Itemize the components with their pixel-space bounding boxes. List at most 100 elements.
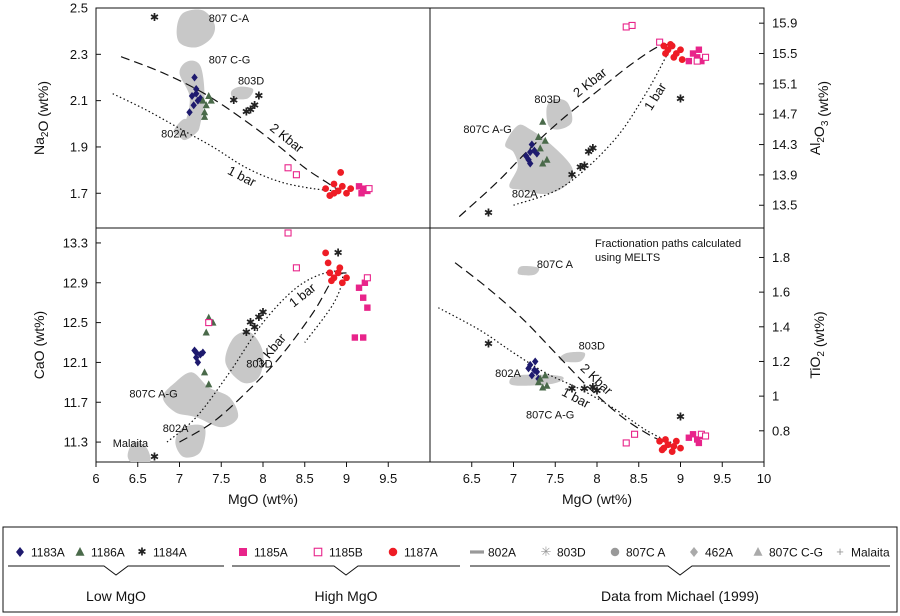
fractionation-path-C-0 (166, 270, 344, 443)
point-C-1186A-4 (205, 380, 213, 388)
point-B-1185A-2 (698, 57, 705, 65)
xtick-label-D-0: 6.5 (463, 471, 481, 486)
xtick-label-C-5: 8.5 (296, 471, 314, 486)
point-C-1187A-1 (326, 269, 334, 277)
point-C-1187A-0 (322, 249, 330, 257)
point-B-1183A-2 (522, 151, 530, 160)
ytick-label-D-4: 1.6 (772, 285, 790, 300)
legend-group-0: 1183A 1186A ✱ 1184A Low MgO (8, 546, 224, 604)
point-C-1186A-3 (200, 368, 209, 376)
xtick-label-D-6: 9.5 (713, 471, 731, 486)
region-label-A-3: 802A (161, 129, 187, 141)
point-C-1185B-0 (284, 229, 292, 237)
point-B-1186A-5 (539, 159, 547, 167)
point-C-1186A-2 (202, 328, 210, 336)
fractionation-path-D-1 (438, 307, 673, 444)
legend-label-807C C-G: 807C C-G (769, 546, 823, 560)
region-C-0 (127, 441, 151, 462)
xtick-label-C-6: 9 (343, 471, 350, 486)
point-C-1187A-6 (324, 259, 332, 267)
ytick-label-C-1: 11.7 (64, 395, 88, 410)
point-B-1186A-3 (536, 144, 544, 152)
point-C-1185B-3 (205, 319, 213, 327)
point-B-1185A-3 (689, 50, 697, 57)
legend: 1183A 1186A ✱ 1184A Low MgO 1185A 1185B 1187A Hi… (2, 526, 898, 613)
panel-content-B: ✱✱✱✱✱✱✱ (458, 21, 710, 219)
point-A-1184A-0: ✱ (150, 12, 159, 24)
point-D-1184A-3: ✱ (592, 385, 601, 397)
point-B-1183A-0 (527, 148, 534, 157)
xtick-label-D-3: 8 (593, 471, 600, 486)
legend-group-label-1: High MgO (314, 588, 377, 604)
note-line-0: Fractionation paths calculated (595, 238, 741, 250)
point-A-1187A-6 (347, 185, 355, 193)
panel-content-D: ✱✱ ✱✱✱✱ (438, 262, 710, 455)
legend-bracket-0 (8, 565, 224, 576)
region-label-D-3: 807C A-G (526, 410, 574, 422)
legend-marker-1185B (313, 547, 323, 557)
point-B-1185A-0 (685, 57, 693, 65)
ylabel-D: TiO2 (wt%) (807, 311, 827, 378)
point-B-1184A-5: ✱ (567, 169, 576, 181)
region-C-3 (225, 331, 264, 384)
xtick-label-C-4: 8 (259, 471, 266, 486)
point-C-1184A-4: ✱ (250, 322, 259, 334)
ytick-label-B-0: 13.5 (772, 198, 797, 213)
point-D-1186A-4 (541, 371, 549, 379)
point-A-1187A-3 (326, 192, 334, 199)
region-label-D-2: 802A (495, 368, 521, 380)
legend-bracket-1 (232, 565, 460, 576)
point-C-1183A-4 (199, 348, 207, 357)
xtick-label-D-2: 7.5 (546, 471, 564, 486)
ytick-label-D-5: 1.8 (772, 250, 790, 265)
legend-label-802A: 802A (488, 546, 516, 560)
point-A-1185A-3 (358, 190, 365, 197)
point-A-1185B-1 (292, 171, 300, 179)
point-B-1184A-4: ✱ (580, 160, 589, 172)
point-B-1185B-4 (693, 57, 701, 65)
path-label-B-1: 1 bar (641, 79, 670, 113)
point-B-1183A-6 (533, 149, 541, 158)
point-A-1185B-2 (365, 185, 373, 193)
region-D-1 (559, 351, 586, 363)
legend-label-Malaita: Malaita (851, 546, 890, 560)
point-C-1187A-7 (336, 264, 344, 272)
fractionation-path-D-0 (454, 262, 669, 444)
point-A-1187A-7 (337, 169, 345, 176)
ytick-label-C-3: 12.5 (63, 315, 88, 330)
point-D-1185A-0 (689, 431, 697, 438)
region-label-B-1: 807C A-G (463, 124, 511, 136)
ytick-label-C-4: 12.9 (63, 275, 88, 290)
point-D-1184A-4: ✱ (567, 384, 576, 396)
point-A-1186A-2 (200, 108, 209, 116)
point-D-1184A-0: ✱ (484, 339, 493, 351)
point-A-1187A-2 (334, 187, 342, 195)
panel-frame-B (429, 7, 765, 229)
ylabel-B: Al2O3 (wt%) (807, 81, 831, 155)
panel-content-A: ✱✱✱✱✱✱ (112, 9, 373, 199)
point-D-1186A-2 (543, 381, 551, 389)
point-D-1185B-3 (701, 432, 710, 440)
ytick-label-B-1: 13.9 (772, 167, 797, 182)
point-B-1185A-1 (694, 54, 701, 61)
point-A-1184A-4: ✱ (254, 91, 263, 103)
point-B-1186A-1 (534, 132, 543, 140)
legend-marker-1185A (239, 548, 247, 556)
point-D-1185B-0 (622, 439, 630, 447)
region-label-C-1: 802A (163, 423, 189, 435)
fractionation-path-A-0 (120, 56, 337, 190)
ytick-label-A-2: 2.1 (70, 93, 88, 108)
point-B-1187A-4 (677, 46, 684, 54)
panel-frame-C (95, 227, 431, 463)
xtick-label-D-4: 8.5 (630, 471, 648, 486)
path-label-A-0: 2 Kbar (267, 120, 307, 156)
xtick-label-C-2: 7 (176, 471, 183, 486)
ytick-label-A-1: 1.9 (70, 139, 88, 154)
region-label-D-0: 807C A (537, 259, 574, 271)
region-A-1 (176, 60, 205, 141)
point-D-1187A-2 (664, 441, 672, 449)
point-D-1184A-5: ✱ (676, 411, 685, 423)
point-A-1183A-5 (193, 89, 200, 98)
